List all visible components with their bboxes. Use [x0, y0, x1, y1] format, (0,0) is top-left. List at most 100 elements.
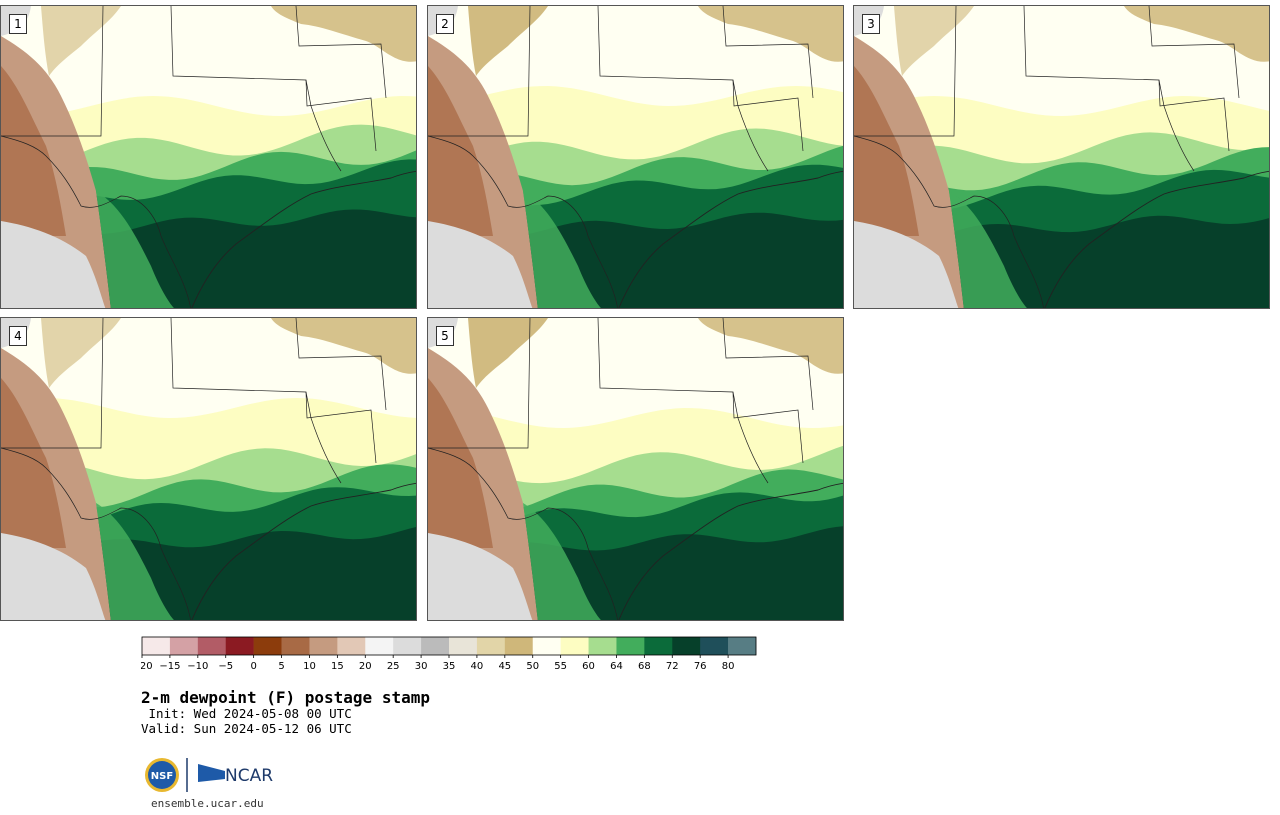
panel-number-label: 5	[436, 326, 454, 346]
state-border	[1, 6, 104, 137]
state-border	[428, 447, 618, 620]
state-border	[170, 318, 377, 464]
state-border	[170, 6, 377, 152]
gray-region	[428, 221, 533, 308]
map-panel: 3	[853, 5, 1270, 309]
colorbar-tick-label: 10	[303, 661, 316, 672]
dry-west-core	[1, 378, 66, 548]
colorbar-tick-label: 30	[415, 661, 428, 672]
moist-river-valley	[96, 503, 174, 620]
coastline	[618, 170, 843, 308]
moist-river-valley	[523, 191, 601, 308]
colorbar-tick-label: −15	[159, 661, 180, 672]
state-border	[597, 6, 804, 152]
state-border	[1023, 6, 1230, 152]
state-border	[305, 391, 342, 484]
colorbar-swatch	[616, 637, 645, 655]
map-panel: 1	[0, 5, 417, 309]
dry-air-region	[468, 6, 548, 76]
colorbar-swatch	[142, 637, 171, 655]
dry-air-region	[698, 6, 843, 62]
colorbar-tick-label: −5	[218, 661, 233, 672]
colorbar-swatch	[281, 637, 310, 655]
dewpoint-map	[428, 6, 843, 308]
state-border	[732, 391, 769, 484]
map-panel: 2	[427, 5, 844, 309]
moist-river-valley	[949, 191, 1027, 308]
state-border	[295, 318, 387, 411]
moist-river-valley	[523, 503, 601, 620]
colorbar-swatch	[449, 637, 478, 655]
state-border	[428, 318, 531, 449]
dry-west-core	[428, 66, 493, 236]
map-panel: 5	[427, 317, 844, 621]
colorbar-swatch	[700, 637, 729, 655]
colorbar-swatch	[365, 637, 394, 655]
colorbar-tick-label: 55	[554, 661, 567, 672]
colorbar-swatch	[644, 637, 673, 655]
ncar-logo-text: NCAR	[225, 766, 273, 786]
valid-time: Valid: Sun 2024-05-12 06 UTC	[141, 721, 352, 736]
panel-number-label: 1	[9, 14, 27, 34]
colorbar-tick-label: 60	[582, 661, 595, 672]
colorbar-tick-label: 25	[387, 661, 400, 672]
colorbar-swatch	[728, 637, 757, 655]
colorbar-swatch	[421, 637, 450, 655]
colorbar-tick-label: 76	[694, 661, 707, 672]
colorbar-swatch	[197, 637, 227, 655]
init-time: Init: Wed 2024-05-08 00 UTC	[141, 706, 352, 721]
colorbar-tick-label: −10	[187, 661, 208, 672]
colorbar-swatch	[393, 637, 422, 655]
colorbar-tick-label: 68	[638, 661, 651, 672]
colorbar-tick-label: 45	[498, 661, 511, 672]
colorbar-swatch	[560, 637, 589, 655]
colorbar-tick-label: 40	[471, 661, 484, 672]
dry-air-region	[271, 6, 416, 62]
colorbar-swatch	[476, 637, 506, 655]
dry-air-region	[1124, 6, 1269, 62]
colorbar: −20 −15 −10 −5 0 5 10 15 20 25 30 35 40 45 50 55 60 64 68 7…	[141, 636, 757, 672]
footer-url: ensemble.ucar.edu	[151, 797, 264, 810]
coastline	[191, 170, 416, 308]
dry-air-region	[41, 6, 121, 76]
colorbar-tick-label: 50	[526, 661, 539, 672]
gray-region	[428, 533, 533, 620]
colorbar-swatch	[169, 637, 199, 655]
state-border	[305, 79, 342, 172]
panel-number-label: 3	[862, 14, 880, 34]
dewpoint-map	[1, 318, 416, 620]
colorbar-tick-label: −20	[141, 661, 153, 672]
state-border	[732, 79, 769, 172]
dry-west-core	[1, 66, 66, 236]
state-border	[1158, 79, 1195, 172]
dry-air-region	[271, 318, 416, 374]
colorbar-tick-label: 5	[278, 661, 284, 672]
colorbar-tick-label: 15	[331, 661, 344, 672]
dry-air-region	[698, 318, 843, 374]
state-border	[1, 318, 104, 449]
panel-number-label: 2	[436, 14, 454, 34]
gray-region	[1, 533, 106, 620]
state-border	[722, 6, 814, 99]
coastline	[1044, 170, 1269, 308]
dry-air-region	[468, 318, 548, 388]
dewpoint-map	[428, 318, 843, 620]
nsf-ncar-logo: NSF NCAR	[145, 758, 273, 792]
map-panel: 4	[0, 317, 417, 621]
colorbar-swatch	[337, 637, 366, 655]
dry-air-region	[894, 6, 974, 76]
state-border	[854, 135, 1044, 308]
colorbar-swatch	[504, 637, 534, 655]
state-border	[854, 6, 957, 137]
colorbar-swatch	[588, 637, 617, 655]
colorbar-swatch	[225, 637, 254, 655]
state-border	[428, 135, 618, 308]
dewpoint-map	[1, 6, 416, 308]
state-border	[722, 318, 814, 411]
state-border	[597, 318, 804, 464]
gray-region	[1, 221, 106, 308]
colorbar-tick-label: 64	[610, 661, 623, 672]
state-border	[428, 6, 531, 137]
colorbar-tick-label: 35	[443, 661, 456, 672]
colorbar-swatch	[253, 637, 282, 655]
